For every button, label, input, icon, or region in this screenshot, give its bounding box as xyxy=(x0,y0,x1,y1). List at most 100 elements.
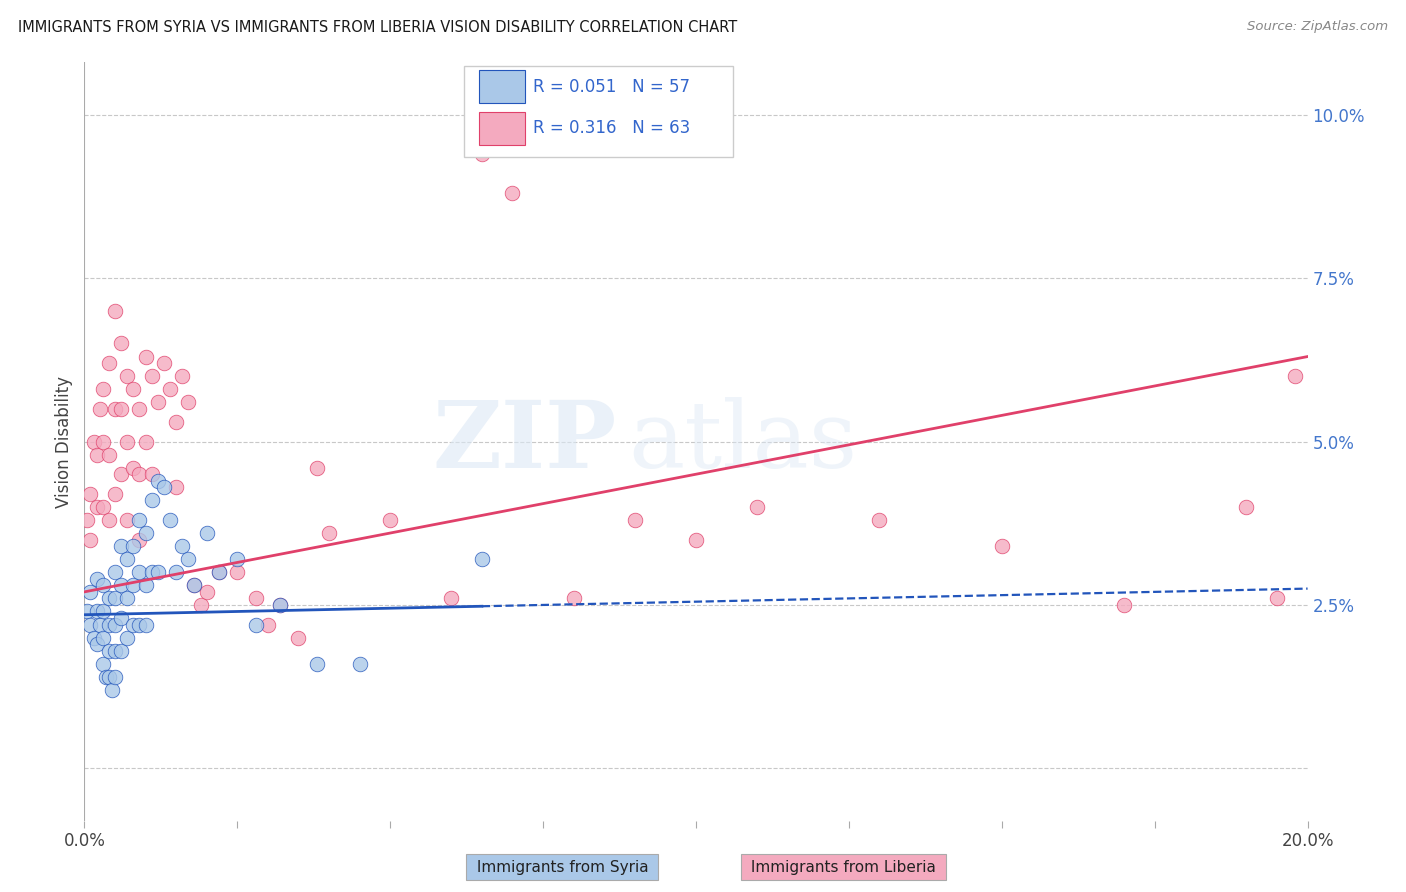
Point xyxy=(146,566,169,580)
Point xyxy=(91,500,114,514)
Text: R = 0.051   N = 57: R = 0.051 N = 57 xyxy=(533,78,690,95)
Point xyxy=(91,631,114,645)
Point xyxy=(97,643,120,657)
Point xyxy=(104,566,127,580)
Point xyxy=(991,539,1014,553)
Text: Source: ZipAtlas.com: Source: ZipAtlas.com xyxy=(1247,20,1388,33)
Point xyxy=(269,598,291,612)
Point xyxy=(115,631,138,645)
FancyBboxPatch shape xyxy=(479,70,524,103)
Point xyxy=(89,617,111,632)
Point xyxy=(141,467,163,482)
Point xyxy=(94,670,117,684)
Point xyxy=(165,480,187,494)
Point xyxy=(747,500,769,514)
Point xyxy=(172,539,194,553)
Point xyxy=(97,670,120,684)
Point xyxy=(135,617,157,632)
Point xyxy=(91,434,114,449)
Point xyxy=(104,670,127,684)
Point xyxy=(146,474,169,488)
Point xyxy=(195,526,218,541)
Point xyxy=(159,382,181,396)
Point xyxy=(624,513,647,527)
Point xyxy=(869,513,891,527)
Point xyxy=(128,533,150,547)
Point xyxy=(86,637,108,651)
Point xyxy=(562,591,585,606)
Point xyxy=(91,382,114,396)
Point xyxy=(110,539,132,553)
Point xyxy=(226,552,249,566)
Point xyxy=(146,395,169,409)
Point xyxy=(91,578,114,592)
Point xyxy=(318,526,340,541)
Point xyxy=(104,401,127,416)
Point xyxy=(122,382,145,396)
Point xyxy=(440,591,463,606)
Point xyxy=(153,480,176,494)
Point xyxy=(97,591,120,606)
Point xyxy=(110,336,132,351)
Point xyxy=(257,617,280,632)
Point xyxy=(122,539,145,553)
Point xyxy=(165,566,187,580)
Point xyxy=(86,572,108,586)
Point xyxy=(122,617,145,632)
Point xyxy=(104,591,127,606)
Point xyxy=(183,578,205,592)
Point xyxy=(115,591,138,606)
Point xyxy=(1284,369,1306,384)
Point xyxy=(245,617,267,632)
Point xyxy=(208,566,231,580)
Point xyxy=(122,460,145,475)
Point xyxy=(177,395,200,409)
Point xyxy=(128,617,150,632)
Point xyxy=(153,356,176,370)
Point xyxy=(104,617,127,632)
Point xyxy=(195,585,218,599)
Point xyxy=(177,552,200,566)
Point xyxy=(115,552,138,566)
Text: IMMIGRANTS FROM SYRIA VS IMMIGRANTS FROM LIBERIA VISION DISABILITY CORRELATION C: IMMIGRANTS FROM SYRIA VS IMMIGRANTS FROM… xyxy=(18,20,738,35)
FancyBboxPatch shape xyxy=(464,66,733,157)
Point xyxy=(135,350,157,364)
Point xyxy=(269,598,291,612)
Point xyxy=(502,186,524,201)
Point xyxy=(104,303,127,318)
Text: Immigrants from Syria: Immigrants from Syria xyxy=(471,860,654,874)
Point xyxy=(79,487,101,501)
Point xyxy=(104,643,127,657)
Point xyxy=(135,578,157,592)
Point xyxy=(110,643,132,657)
Point xyxy=(122,578,145,592)
Point xyxy=(79,617,101,632)
Point xyxy=(110,611,132,625)
Point xyxy=(115,369,138,384)
Point xyxy=(101,682,124,697)
Point xyxy=(128,513,150,527)
Point xyxy=(83,631,105,645)
Point xyxy=(183,578,205,592)
Point xyxy=(685,533,707,547)
Point xyxy=(471,552,494,566)
Point xyxy=(208,566,231,580)
Point xyxy=(190,598,212,612)
Point xyxy=(91,605,114,619)
Point xyxy=(141,566,163,580)
Point xyxy=(97,448,120,462)
FancyBboxPatch shape xyxy=(479,112,524,145)
Point xyxy=(128,467,150,482)
Point xyxy=(89,401,111,416)
Point xyxy=(97,356,120,370)
Point xyxy=(141,369,163,384)
Point xyxy=(305,460,328,475)
Point xyxy=(115,513,138,527)
Text: ZIP: ZIP xyxy=(432,397,616,486)
Point xyxy=(76,513,98,527)
Point xyxy=(1236,500,1258,514)
Point xyxy=(305,657,328,671)
Point xyxy=(349,657,371,671)
Point xyxy=(83,434,105,449)
Point xyxy=(76,605,98,619)
